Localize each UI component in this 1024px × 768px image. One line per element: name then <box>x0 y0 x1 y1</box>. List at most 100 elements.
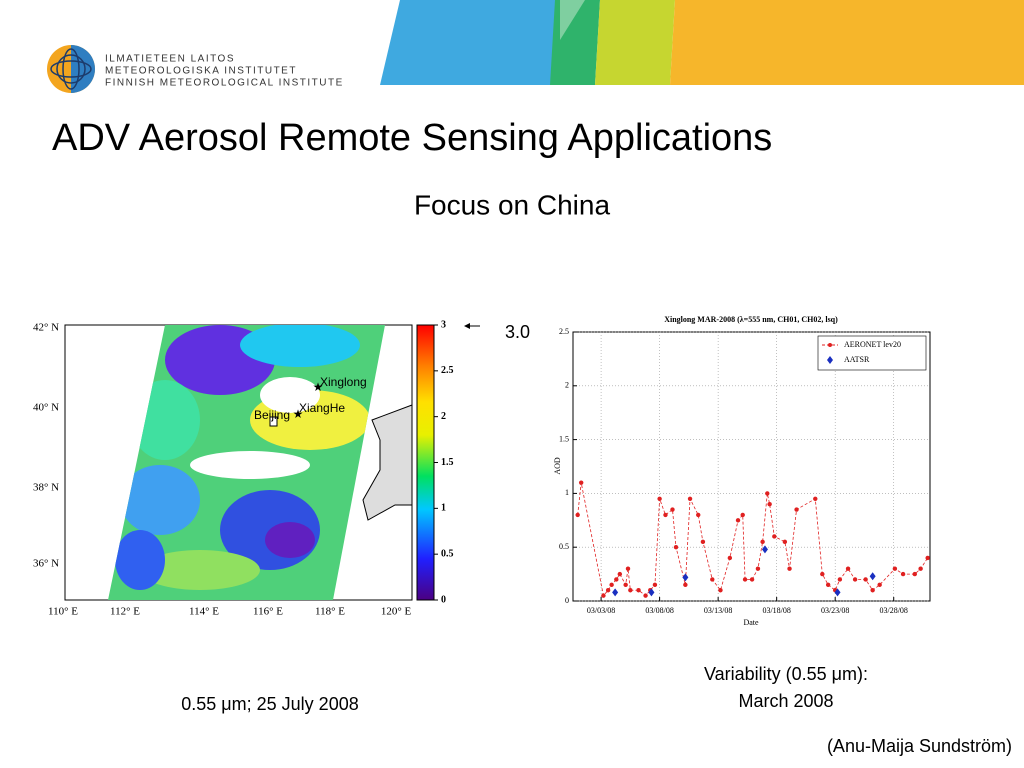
point <box>700 539 706 545</box>
point <box>900 571 906 577</box>
point <box>710 577 715 582</box>
point <box>696 512 701 518</box>
colorbar-tick-label: 3 <box>441 319 446 330</box>
point <box>782 539 788 545</box>
point <box>863 577 868 582</box>
y-tick-label: 2 <box>565 381 569 390</box>
point <box>648 588 655 597</box>
legend-label: AERONET lev20 <box>844 340 901 349</box>
credit: (Anu-Maija Sundström) <box>827 736 1012 756</box>
lon-label: 118° E <box>315 606 345 618</box>
lon-label: 112° E <box>110 606 140 618</box>
x-tick-label: 03/08/08 <box>645 606 673 615</box>
point <box>869 572 876 581</box>
y-tick-label: 2.5 <box>559 327 569 336</box>
point <box>614 577 619 582</box>
point <box>578 480 584 485</box>
point <box>813 496 818 501</box>
point <box>760 539 765 545</box>
colorbar-tick-label: 2 <box>441 411 446 422</box>
colorbar-tick-label: 1.5 <box>441 457 454 468</box>
point <box>765 491 770 496</box>
point <box>643 593 648 598</box>
point <box>892 566 898 571</box>
point <box>918 566 923 571</box>
place-label: Beijing <box>254 408 290 422</box>
point <box>687 496 693 501</box>
point <box>834 588 841 597</box>
point <box>825 582 831 588</box>
point <box>837 577 843 582</box>
place-label: Xinglong <box>320 375 367 389</box>
point <box>787 566 792 571</box>
point <box>772 534 777 539</box>
point <box>761 545 768 554</box>
header-stripe <box>670 0 1024 85</box>
colorbar-tick-label: 0 <box>441 594 446 605</box>
site-star: ★ <box>293 407 304 421</box>
x-tick-label: 03/03/08 <box>587 606 615 615</box>
point <box>845 566 851 571</box>
point <box>682 573 689 582</box>
legend-swatch <box>827 356 833 364</box>
org-name: FINNISH METEOROLOGICAL INSTITUTE <box>105 78 344 89</box>
chart-caption: March 2008 <box>738 691 833 711</box>
colorbar-tick-label: 0.5 <box>441 548 454 559</box>
x-tick-label: 03/18/08 <box>762 606 790 615</box>
x-tick-label: 03/28/08 <box>879 606 907 615</box>
point <box>755 566 761 571</box>
point <box>718 588 723 593</box>
point <box>877 582 882 588</box>
point <box>767 501 772 507</box>
header-stripe <box>560 0 585 40</box>
point <box>625 566 631 571</box>
point <box>673 545 679 550</box>
point <box>740 512 745 518</box>
point <box>575 512 580 518</box>
header-stripe <box>380 0 560 85</box>
lon-label: 116° E <box>253 606 283 618</box>
site-star: ★ <box>313 380 324 394</box>
map-caption: 0.55 μm; 25 July 2008 <box>181 694 358 714</box>
legend-swatch <box>828 343 832 347</box>
point <box>617 571 623 577</box>
x-axis-label: Date <box>743 618 759 627</box>
point <box>735 518 741 523</box>
colorbar-tick-label: 2.5 <box>441 365 454 376</box>
point <box>912 571 917 577</box>
x-tick-label: 03/23/08 <box>821 606 849 615</box>
y-axis-label: AOD <box>553 457 562 475</box>
header-stripe <box>595 0 675 85</box>
y-tick-label: 0 <box>565 596 569 605</box>
logo-lines <box>50 48 92 90</box>
chart-caption: Variability (0.55 μm): <box>704 664 868 684</box>
point <box>652 582 658 588</box>
org-name: ILMATIETEEN LAITOS <box>105 54 235 65</box>
slide-subtitle: Focus on China <box>414 189 611 220</box>
series-line <box>577 482 928 597</box>
slide-title: ADV Aerosol Remote Sensing Applications <box>52 117 772 159</box>
max-note: 3.0 <box>505 322 530 342</box>
point <box>820 571 825 577</box>
point <box>601 593 606 598</box>
point <box>870 588 875 593</box>
point <box>727 555 733 561</box>
chart-title: Xinglong MAR-2008 (λ=555 nm, CH01, CH02,… <box>664 315 838 324</box>
org-name: METEOROLOGISKA INSTITUTET <box>105 66 297 77</box>
point <box>794 507 799 512</box>
point <box>742 577 748 582</box>
lon-label: 110° E <box>48 606 78 618</box>
lat-label: 36° N <box>33 558 59 570</box>
arrow <box>464 323 470 329</box>
point <box>612 588 619 597</box>
place-label: XiangHe <box>299 401 345 415</box>
legend-box <box>817 335 927 371</box>
lon-label: 120° E <box>381 606 412 618</box>
lat-label: 42° N <box>33 322 59 334</box>
y-tick-label: 1 <box>565 488 569 497</box>
colorbar-tick-label: 1 <box>441 503 446 514</box>
y-tick-label: 0.5 <box>559 542 569 551</box>
legend-label: AATSR <box>844 355 870 364</box>
